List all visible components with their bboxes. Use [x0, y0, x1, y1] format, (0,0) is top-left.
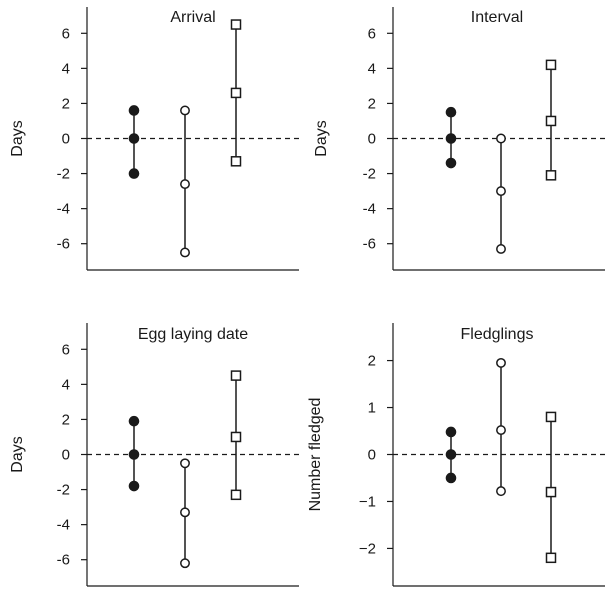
- y-tick-label: 6: [62, 25, 70, 42]
- y-tick-label: -2: [57, 166, 70, 183]
- y-axis-label: Days: [9, 436, 26, 472]
- open-square-point: [545, 115, 557, 127]
- y-tick-label: 4: [62, 376, 70, 393]
- y-tick-label: -2: [363, 166, 376, 183]
- y-tick-label: -6: [57, 236, 70, 253]
- y-tick-label: 2: [368, 95, 376, 112]
- open-circle-point: [180, 179, 190, 190]
- filled-circle-point: [128, 133, 140, 144]
- y-tick-label: −1: [359, 493, 376, 510]
- open-circle-point: [180, 105, 190, 116]
- filled-circle-point: [128, 168, 140, 179]
- open-circle-point: [180, 507, 190, 518]
- y-axis-label: Days: [9, 120, 26, 156]
- y-axis-label: Number fledged: [307, 398, 324, 512]
- panel-title: Interval: [471, 9, 523, 26]
- open-circle-point: [496, 357, 506, 368]
- filled-circle-point: [128, 480, 140, 492]
- y-tick-label: -4: [363, 201, 376, 218]
- chart-panel-1: 6 4 2 0 -2 -4 -6 Arrival Days: [9, 7, 299, 271]
- filled-circle-point: [128, 449, 140, 460]
- y-tick-label: 0: [62, 447, 70, 464]
- filled-circle-point: [128, 105, 140, 116]
- chart-panel-4: 2 1 0 −1 −2 Fledglings Number fledged: [307, 323, 605, 587]
- open-circle-point: [180, 458, 190, 469]
- filled-circle-point: [445, 426, 457, 438]
- panel-title: Egg laying date: [138, 326, 248, 343]
- y-tick-label: -4: [57, 201, 70, 218]
- y-tick-label: 0: [62, 131, 70, 148]
- open-circle-point: [180, 247, 190, 258]
- y-axis-label: Days: [313, 120, 330, 156]
- y-tick-label: 6: [62, 341, 70, 358]
- y-tick-label: 2: [62, 95, 70, 112]
- filled-circle-point: [445, 157, 457, 169]
- open-circle-point: [496, 244, 506, 254]
- y-tick-label: 2: [62, 411, 70, 428]
- y-tick-label: 4: [62, 60, 70, 77]
- panel-title: Arrival: [170, 9, 215, 26]
- y-tick-label: -6: [363, 236, 376, 253]
- open-square-point: [545, 552, 557, 564]
- y-tick-label: 0: [368, 131, 376, 148]
- y-tick-label: 0: [368, 447, 376, 464]
- open-circle-point: [496, 133, 506, 144]
- y-tick-label: 4: [368, 60, 376, 77]
- y-tick-label: -6: [57, 552, 70, 569]
- open-square-point: [545, 59, 557, 71]
- chart-panel-3: 6 4 2 0 -2 -4 -6 Egg laying date Days: [9, 323, 299, 587]
- open-square-point: [230, 156, 242, 167]
- filled-circle-point: [445, 449, 457, 460]
- y-tick-label: 2: [368, 353, 376, 370]
- filled-circle-point: [445, 472, 457, 484]
- open-square-point: [545, 411, 557, 423]
- open-square-point: [545, 486, 557, 498]
- y-tick-label: 6: [368, 25, 376, 42]
- filled-circle-point: [445, 133, 457, 144]
- open-square-point: [545, 170, 557, 181]
- open-circle-point: [496, 425, 506, 436]
- open-square-point: [230, 19, 242, 30]
- open-square-point: [230, 87, 242, 99]
- open-circle-point: [496, 486, 506, 497]
- open-square-point: [230, 370, 242, 381]
- y-tick-label: -4: [57, 517, 70, 534]
- filled-circle-point: [445, 106, 457, 118]
- y-tick-label: −2: [359, 540, 376, 557]
- open-square-point: [230, 489, 242, 501]
- open-circle-point: [496, 186, 506, 197]
- open-circle-point: [180, 558, 190, 569]
- y-tick-label: -2: [57, 482, 70, 499]
- panel-title: Fledglings: [461, 326, 534, 343]
- y-tick-label: 1: [368, 400, 376, 417]
- open-square-point: [230, 431, 242, 443]
- filled-circle-point: [128, 415, 140, 427]
- chart-panel-2: 6 4 2 0 -2 -4 -6 Interval Days: [313, 7, 605, 271]
